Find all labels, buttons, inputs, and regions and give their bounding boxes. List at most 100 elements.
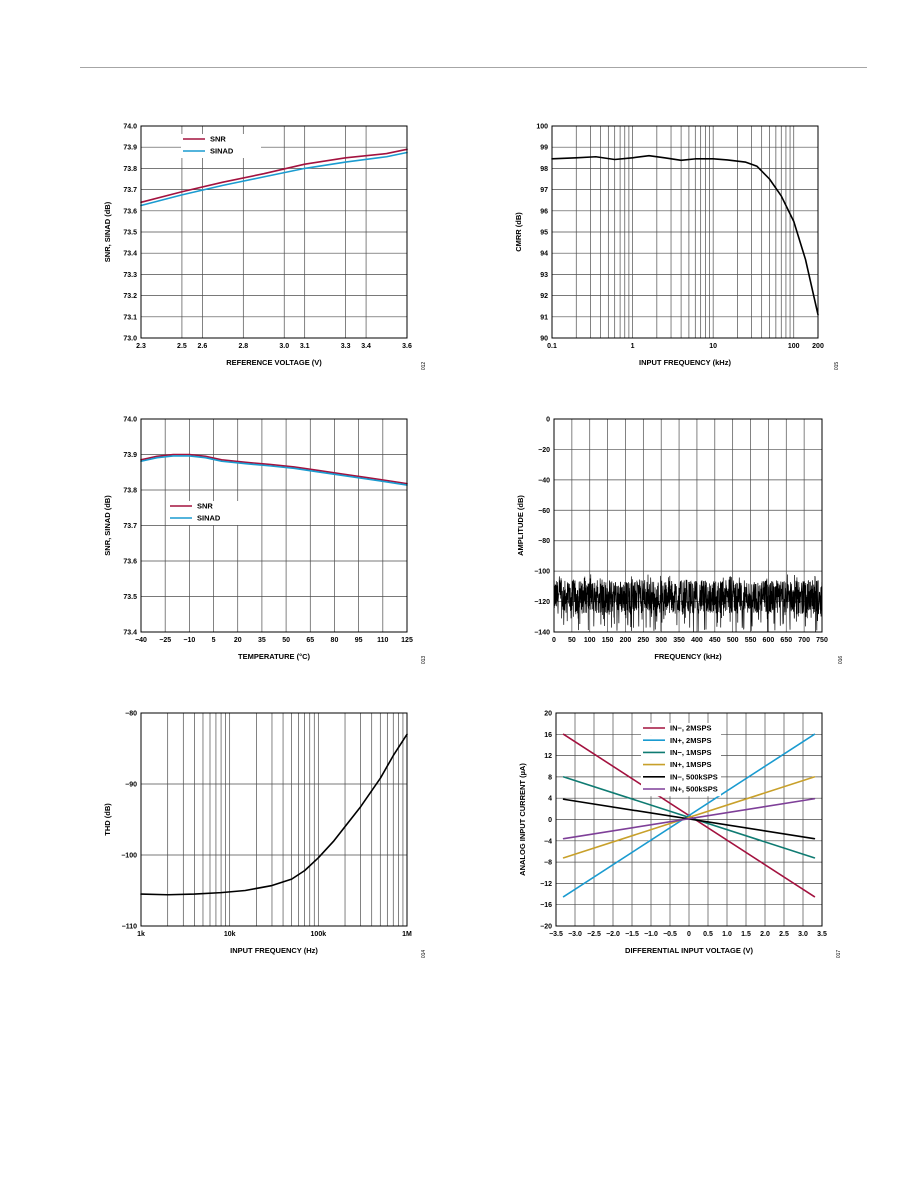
x-tick-label: 650 [780,637,792,644]
y-tick-label: 100 [536,124,548,131]
x-axis-label: TEMPERATURE (°C) [238,652,311,661]
x-tick-label: 1 [631,343,635,350]
x-tick-label: 600 [763,637,775,644]
y-tick-label: 73.5 [123,230,137,237]
x-tick-label: 1k [137,931,145,938]
x-tick-label: −1.0 [644,931,658,938]
x-tick-label: 65 [306,637,314,644]
legend-bg [181,134,261,146]
figure-label: 017 [836,950,842,959]
y-tick-label: −140 [534,630,550,637]
y-tick-label: −4 [544,838,552,845]
x-tick-label: 95 [355,637,363,644]
x-tick-label: 50 [568,637,576,644]
x-tick-label: 125 [401,637,413,644]
gridlines [140,125,408,339]
x-tick-label: −25 [159,637,171,644]
y-tick-label: −60 [538,508,550,515]
x-axis-label: INPUT FREQUENCY (kHz) [639,358,731,367]
figure-label: 016 [838,656,844,665]
x-tick-label: 2.6 [198,343,208,350]
x-tick-label: 150 [602,637,614,644]
header-rule [80,67,867,68]
x-tick-label: −0.5 [663,931,677,938]
x-axis-label: REFERENCE VOLTAGE (V) [226,358,322,367]
chart-c5: −110 −100 −90 −80 1k 10k 100k 1M INPUT FREQUENCY… [103,711,427,959]
legend-entry: SINAD [210,147,234,156]
y-tick-label: 97 [540,187,548,194]
x-tick-label: 300 [655,637,667,644]
legend-bg [168,501,248,513]
y-tick-label: 95 [540,230,548,237]
series-line-0 [140,148,408,204]
legend-entry: IN−, 1MSPS [670,748,711,757]
series-line-3 [562,776,816,859]
y-tick-label: 16 [544,732,552,739]
x-tick-label: 500 [727,637,739,644]
x-axis-label: INPUT FREQUENCY (Hz) [230,946,318,955]
x-tick-label: 0.1 [547,343,557,350]
gridlines [140,712,408,927]
legend-bg [181,146,261,158]
y-tick-label: 73.4 [123,630,137,637]
y-tick-label: 73.9 [123,452,137,459]
legend-entry: IN−, 500kSPS [670,772,718,781]
y-tick-label: 4 [548,796,552,803]
chart-c1: 73.0 73.1 73.2 73.3 73.4 73.5 73.6 73.7 73.8 73.9… [103,124,427,371]
x-tick-label: −40 [135,637,147,644]
y-tick-label: 73.6 [123,208,137,215]
x-tick-label: 5 [212,637,216,644]
spectrum-trace [553,574,823,632]
series-line-1 [140,151,408,207]
legend-entry: IN+, 1MSPS [670,760,711,769]
plot-frame [140,418,408,633]
x-tick-label: −1.5 [625,931,639,938]
figure-label: 013 [421,656,427,665]
y-tick-label: 73.8 [123,488,137,495]
x-tick-label: −3.0 [568,931,582,938]
figure-label: 014 [421,950,427,959]
legend-entry: SNR [210,135,226,144]
x-tick-label: 10 [709,343,717,350]
figure-label: 015 [834,362,840,371]
y-tick-label: 91 [540,314,548,321]
x-tick-label: 750 [816,637,828,644]
x-tick-label: 350 [673,637,685,644]
y-tick-label: 93 [540,272,548,279]
x-tick-label: 700 [798,637,810,644]
x-tick-label: 450 [709,637,721,644]
x-tick-label: 200 [812,343,824,350]
y-axis-label: CMRR (dB) [514,212,523,252]
y-axis-label: SNR, SINAD (dB) [103,201,112,262]
x-tick-label: 250 [637,637,649,644]
legend-bg [641,759,721,772]
y-tick-label: 73.7 [123,523,137,530]
y-tick-label: 98 [540,166,548,173]
figure-label: 012 [421,362,427,371]
plot-frame [555,712,823,927]
y-tick-label: 73.6 [123,559,137,566]
y-tick-label: 73.7 [123,187,137,194]
y-tick-label: 73.0 [123,336,137,343]
legend: SNR SINAD [181,134,261,158]
legend-bg [641,747,721,760]
x-tick-label: 2.5 [177,343,187,350]
y-tick-label: 20 [544,711,552,718]
y-tick-label: −16 [540,902,552,909]
x-tick-label: 3.4 [361,343,371,350]
y-tick-label: 73.9 [123,145,137,152]
x-tick-label: 3.1 [300,343,310,350]
chart-c6: −20 −16 −12 −8 −4 0 4 8 12 16 20 −3.5 −3.0 −2.5 −2.0 −1… [518,711,842,959]
legend: IN−, 2MSPS IN+, 2MSPS IN−, 1MSPS IN+, 1MSPS… [641,723,721,797]
x-tick-label: 3.0 [798,931,808,938]
y-tick-label: 12 [544,753,552,760]
y-tick-label: 73.1 [123,314,137,321]
plot-frame [140,125,408,339]
legend-entry: SNR [197,502,213,511]
series-line-1 [562,733,816,898]
x-tick-label: 0 [552,637,556,644]
x-tick-label: 200 [620,637,632,644]
y-tick-label: 73.2 [123,293,137,300]
x-axis-label: FREQUENCY (kHz) [654,652,722,661]
